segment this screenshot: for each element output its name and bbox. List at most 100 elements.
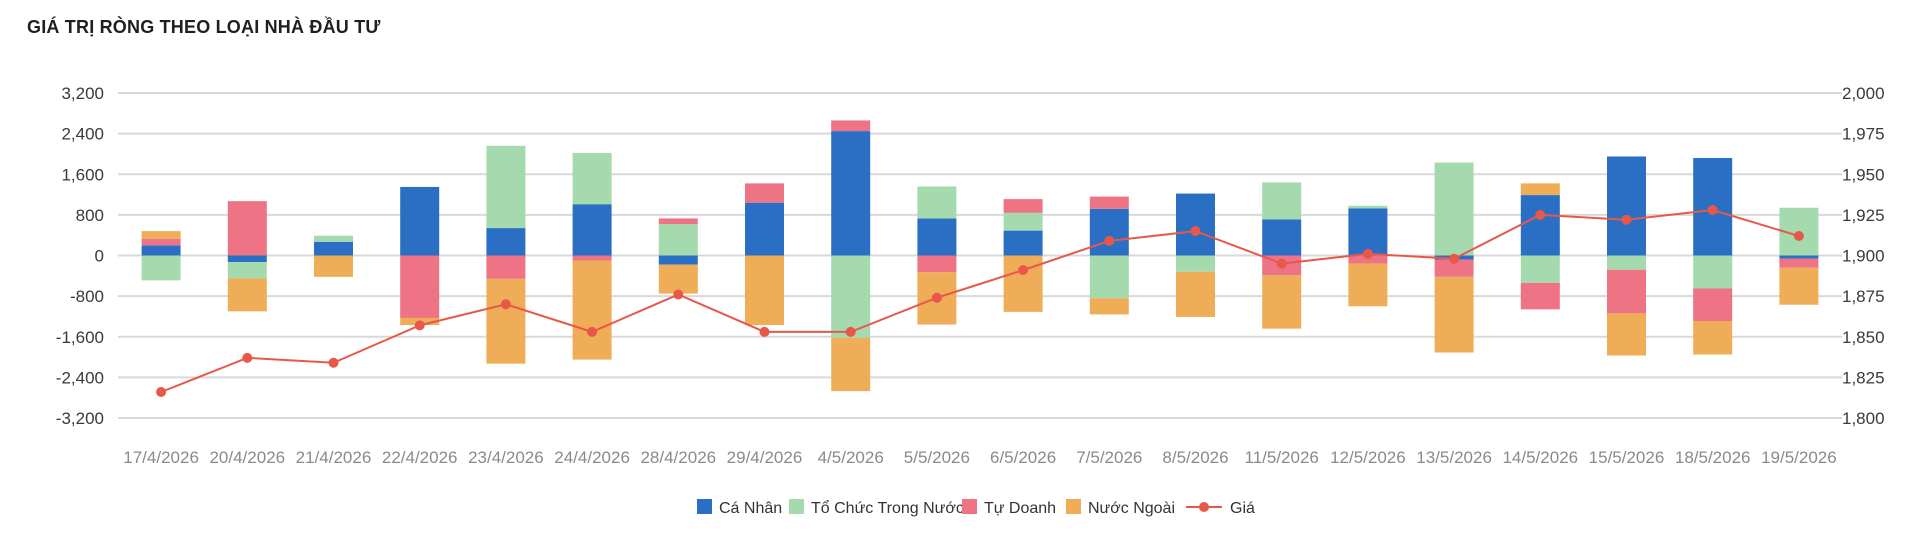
bar-nước-ngoài	[486, 278, 526, 364]
right-tick-label: 1,900	[1842, 247, 1885, 266]
bar-tổ-chức-trong-nước	[1693, 255, 1733, 289]
price-point	[1707, 205, 1718, 215]
legend-item: Cá Nhân	[697, 499, 782, 517]
legend-swatch	[962, 499, 977, 514]
bar-tự-doanh	[1434, 259, 1474, 277]
price-point	[759, 326, 770, 337]
bar-tự-doanh	[831, 120, 871, 132]
x-tick-label: 21/4/2026	[296, 448, 372, 467]
bar-tự-doanh	[141, 238, 181, 246]
bar-nước-ngoài	[572, 260, 612, 360]
price-point	[1535, 209, 1546, 220]
bar-tự-doanh	[1520, 282, 1560, 310]
legend-item: Giá	[1186, 500, 1255, 517]
gridlines	[118, 92, 1842, 419]
x-tick-label: 6/5/2026	[990, 448, 1056, 467]
legend-marker	[1199, 502, 1209, 512]
bar-nước-ngoài	[1348, 263, 1388, 307]
left-tick-label: -3,200	[56, 409, 104, 428]
price-point	[1104, 235, 1115, 246]
bar-cá-nhân	[1779, 255, 1819, 259]
x-tick-label: 14/5/2026	[1502, 448, 1578, 467]
bar-nước-ngoài	[141, 231, 181, 239]
bar-cá-nhân	[917, 218, 957, 256]
left-tick-label: 3,200	[61, 84, 104, 103]
bar-nước-ngoài	[1176, 271, 1215, 317]
legend-swatch	[789, 499, 804, 514]
price-point	[156, 387, 167, 397]
x-tick-label: 13/5/2026	[1416, 448, 1492, 467]
bar-nước-ngoài	[1262, 275, 1302, 329]
x-tick-label: 12/5/2026	[1330, 448, 1406, 467]
bar-tổ-chức-trong-nước	[917, 186, 957, 219]
bar-tổ-chức-trong-nước	[1003, 212, 1043, 231]
bar-tổ-chức-trong-nước	[1262, 182, 1302, 220]
bar-nước-ngoài	[831, 337, 871, 392]
bar-tự-doanh	[400, 255, 440, 318]
bar-tổ-chức-trong-nước	[1089, 255, 1129, 299]
x-tick-label: 19/5/2026	[1761, 448, 1837, 467]
bar-tổ-chức-trong-nước	[314, 235, 353, 242]
bar-tổ-chức-trong-nước	[1348, 205, 1388, 209]
chart-title: GIÁ TRỊ RÒNG THEO LOẠI NHÀ ĐẦU TƯ	[27, 17, 381, 37]
x-tick-label: 23/4/2026	[468, 448, 544, 467]
bar-cá-nhân	[1003, 230, 1043, 256]
price-point	[1362, 248, 1373, 259]
left-tick-label: -2,400	[56, 368, 104, 387]
legend-label: Giá	[1230, 500, 1255, 517]
bar-cá-nhân	[314, 241, 353, 256]
price-point	[242, 352, 253, 363]
bar-tổ-chức-trong-nước	[1520, 255, 1560, 283]
bar-cá-nhân	[1089, 208, 1129, 256]
price-point	[1449, 253, 1460, 264]
x-tick-label: 18/5/2026	[1675, 448, 1751, 467]
left-tick-label: -800	[70, 287, 104, 306]
bar-nước-ngoài	[1003, 255, 1043, 312]
price-point	[1276, 258, 1287, 269]
bar-tự-doanh	[572, 255, 612, 261]
bar-nước-ngoài	[1779, 267, 1819, 305]
bar-cá-nhân	[572, 204, 612, 256]
legend-label: Cá Nhân	[719, 500, 782, 517]
right-tick-label: 2,000	[1842, 84, 1885, 103]
bar-tự-doanh	[917, 255, 957, 273]
bar-nước-ngoài	[658, 264, 698, 294]
bar-tổ-chức-trong-nước	[1434, 162, 1474, 256]
bar-cá-nhân	[400, 186, 440, 256]
right-tick-label: 1,950	[1842, 165, 1885, 184]
bar-tổ-chức-trong-nước	[227, 262, 267, 279]
bar-tự-doanh	[1607, 269, 1646, 314]
left-axis-ticks: 3,200 2,400 1,600 800 0 -800 -1,600 -2,400 -3,20…	[56, 84, 104, 428]
legend-label: Tổ Chức Trong Nước	[811, 499, 964, 517]
bar-tự-doanh	[227, 201, 267, 256]
bar-tổ-chức-trong-nước	[486, 145, 526, 229]
right-tick-label: 1,800	[1842, 409, 1885, 428]
price-point	[931, 292, 942, 303]
price-point	[587, 326, 598, 337]
x-tick-label: 17/4/2026	[123, 448, 199, 467]
x-tick-label: 11/5/2026	[1245, 448, 1319, 467]
bar-tổ-chức-trong-nước	[572, 152, 612, 205]
bar-cá-nhân	[1520, 195, 1560, 256]
bar-tự-doanh	[1003, 199, 1043, 213]
legend-swatch	[1066, 499, 1081, 514]
right-tick-label: 1,925	[1842, 206, 1885, 225]
price-point	[328, 357, 339, 368]
x-tick-label: 4/5/2026	[818, 448, 884, 467]
bar-cá-nhân	[227, 255, 267, 263]
price-point	[1621, 214, 1632, 225]
x-tick-label: 8/5/2026	[1162, 448, 1228, 467]
bar-nước-ngoài	[1434, 276, 1474, 353]
legend-label: Tự Doanh	[984, 500, 1056, 517]
bar-tự-doanh	[1348, 255, 1388, 264]
right-tick-label: 1,975	[1842, 125, 1885, 144]
left-tick-label: -1,600	[56, 328, 104, 347]
bar-nước-ngoài	[1089, 298, 1129, 315]
bar-cá-nhân	[1607, 156, 1646, 256]
x-tick-label: 29/4/2026	[727, 448, 803, 467]
bar-tổ-chức-trong-nước	[831, 255, 871, 338]
bar-nước-ngoài	[745, 255, 784, 326]
bar-cá-nhân	[141, 245, 181, 256]
x-tick-label: 15/5/2026	[1589, 448, 1665, 467]
